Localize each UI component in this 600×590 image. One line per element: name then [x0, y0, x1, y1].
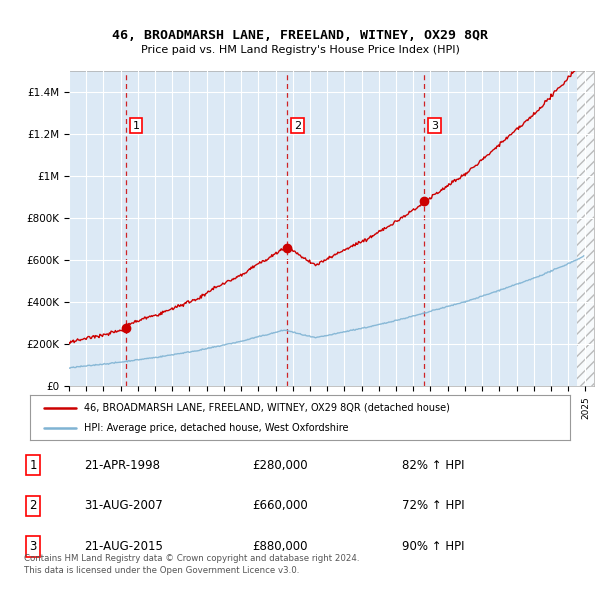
Text: Price paid vs. HM Land Registry's House Price Index (HPI): Price paid vs. HM Land Registry's House …	[140, 45, 460, 54]
Text: £660,000: £660,000	[252, 499, 308, 513]
Text: £280,000: £280,000	[252, 459, 308, 472]
Text: 46, BROADMARSH LANE, FREELAND, WITNEY, OX29 8QR: 46, BROADMARSH LANE, FREELAND, WITNEY, O…	[112, 29, 488, 42]
Text: £880,000: £880,000	[252, 540, 308, 553]
Text: 72% ↑ HPI: 72% ↑ HPI	[402, 499, 464, 513]
Text: HPI: Average price, detached house, West Oxfordshire: HPI: Average price, detached house, West…	[84, 424, 349, 434]
Text: 21-APR-1998: 21-APR-1998	[84, 459, 160, 472]
Text: 46, BROADMARSH LANE, FREELAND, WITNEY, OX29 8QR (detached house): 46, BROADMARSH LANE, FREELAND, WITNEY, O…	[84, 403, 450, 412]
Text: 90% ↑ HPI: 90% ↑ HPI	[402, 540, 464, 553]
Text: Contains HM Land Registry data © Crown copyright and database right 2024.
This d: Contains HM Land Registry data © Crown c…	[24, 555, 359, 575]
Text: 1: 1	[29, 459, 37, 472]
Text: 1: 1	[133, 120, 140, 130]
Text: 21-AUG-2015: 21-AUG-2015	[84, 540, 163, 553]
Text: 31-AUG-2007: 31-AUG-2007	[84, 499, 163, 513]
Text: 2: 2	[294, 120, 301, 130]
Text: 82% ↑ HPI: 82% ↑ HPI	[402, 459, 464, 472]
Text: 2: 2	[29, 499, 37, 513]
Text: 3: 3	[29, 540, 37, 553]
Text: 3: 3	[431, 120, 438, 130]
